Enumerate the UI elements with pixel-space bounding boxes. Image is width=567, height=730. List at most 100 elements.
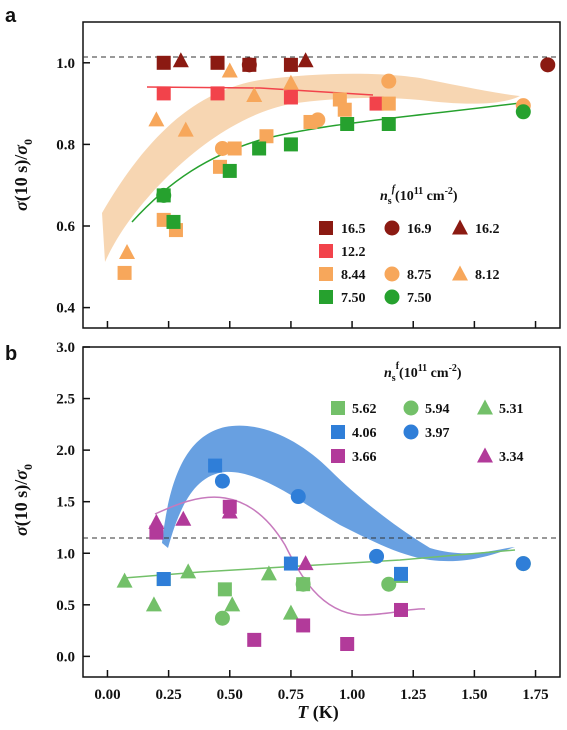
data-point-square (156, 55, 171, 70)
panel-b-label: b (5, 343, 17, 365)
x-tick-label: 1.25 (400, 687, 426, 703)
data-point-square (394, 566, 408, 581)
data-point-triangle (246, 86, 263, 102)
legend-a-marker (319, 221, 333, 235)
legend-b-label: 5.31 (499, 402, 524, 417)
data-point-square (247, 632, 262, 647)
data-point-triangle (297, 555, 314, 571)
data-point-circle (241, 57, 257, 73)
y-tick-label: 3.0 (56, 340, 75, 356)
y-tick-label: 1.0 (56, 546, 75, 562)
data-point-square (369, 96, 384, 111)
data-point-triangle (145, 596, 162, 612)
svg-text:σ(10 s)/σ0: σ(10 s)/σ0 (11, 464, 35, 536)
panel-a-marks (117, 52, 556, 280)
legend-b-label: 5.62 (352, 402, 377, 417)
data-point-triangle (282, 74, 299, 90)
legend-a-marker (384, 289, 400, 305)
data-point-triangle (177, 121, 194, 137)
data-point-circle (381, 576, 397, 592)
data-point-circle (214, 140, 230, 156)
legend-b-label: 3.97 (425, 426, 450, 441)
data-point-triangle (282, 604, 299, 620)
legend-a-marker (452, 265, 468, 281)
legend-b-title: nsf(1011 cm-2) (384, 361, 462, 384)
data-point-triangle (175, 510, 192, 526)
data-point-circle (310, 112, 326, 128)
data-point-square (252, 141, 267, 156)
data-point-circle (540, 57, 556, 73)
legend-a-label: 16.2 (475, 222, 500, 237)
data-point-circle (214, 610, 230, 626)
data-point-square (337, 102, 352, 117)
data-point-circle (214, 473, 230, 489)
data-point-square (222, 163, 237, 178)
data-point-square (283, 90, 298, 105)
y-tick-label: 2.0 (56, 443, 75, 459)
y-tick-label: 0.8 (56, 137, 75, 153)
data-point-triangle (148, 513, 165, 529)
legend-b-label: 3.66 (352, 450, 377, 465)
data-point-circle (515, 104, 531, 120)
legend-b-marker (403, 424, 419, 440)
legend-b-marker (331, 425, 345, 439)
data-point-square (156, 86, 171, 101)
y-tick-label: 0.5 (56, 598, 75, 614)
svg-text:σ(10 s)/σ0: σ(10 s)/σ0 (11, 139, 35, 211)
y-tick-label: 2.5 (56, 392, 75, 408)
legend-b: nsf(1011 cm-2) 5.62 5.94 5.31 4.06 3.97 3.66 3… (331, 361, 524, 465)
legend-a-label: 7.50 (341, 291, 366, 306)
data-point-triangle (221, 503, 238, 519)
data-point-circle (295, 576, 311, 592)
data-point-square (166, 214, 181, 229)
legend-a-marker (319, 244, 333, 258)
legend-a-marker (384, 220, 400, 236)
x-tick-label: 0.50 (217, 687, 243, 703)
legend-a-label: 7.50 (407, 291, 432, 306)
data-point-triangle (221, 62, 238, 78)
panel-b-purple-fit (154, 496, 426, 616)
x-tick-label: 0.00 (94, 687, 120, 703)
data-point-square (394, 602, 408, 617)
data-point-triangle (297, 52, 314, 68)
legend-a-label: 8.12 (475, 268, 500, 283)
data-point-circle (381, 73, 397, 89)
legend-b-label: 5.94 (425, 402, 450, 417)
panel-b-blue-band (162, 425, 515, 562)
data-point-triangle (116, 572, 133, 588)
panel-a-ticks: 0.4 0.6 0.8 1.0 (56, 56, 537, 328)
data-point-square (283, 556, 298, 571)
y-tick-label: 1.0 (56, 56, 75, 72)
legend-a-label: 16.5 (341, 222, 366, 237)
panel-b: 0.0 0.5 1.0 1.5 2.0 2.5 3.0 0.00 0.25 0.50 0.75 1.0… (56, 340, 561, 703)
data-point-square (156, 572, 171, 587)
legend-a-label: 8.44 (341, 268, 366, 283)
data-point-square (210, 86, 225, 101)
y-tick-label: 0.0 (56, 649, 75, 665)
legend-a-marker (452, 219, 468, 235)
x-tick-label: 1.50 (461, 687, 487, 703)
data-point-triangle (119, 244, 136, 260)
legend-b-marker (477, 447, 493, 463)
y-axis-label-a: σ(10 s)/σ0 (11, 139, 35, 211)
y-tick-label: 0.4 (56, 301, 75, 317)
data-point-square (208, 458, 223, 473)
legend-a-title: nsf(1011 cm-2) (380, 184, 458, 207)
legend-b-marker (331, 401, 345, 415)
x-tick-label: 0.25 (155, 687, 181, 703)
data-point-square (283, 137, 298, 152)
legend-a-marker (319, 267, 333, 281)
data-point-circle (290, 489, 306, 505)
data-point-square (340, 637, 355, 651)
data-point-triangle (172, 52, 189, 68)
data-point-circle (369, 548, 385, 564)
legend-a-label: 12.2 (341, 245, 366, 260)
panel-b-marks (116, 458, 531, 651)
data-point-square (381, 117, 396, 131)
data-point-square (210, 55, 225, 70)
data-point-circle (515, 556, 531, 572)
data-point-square (259, 129, 274, 144)
data-point-triangle (224, 596, 241, 612)
legend-a-label: 16.9 (407, 222, 432, 237)
